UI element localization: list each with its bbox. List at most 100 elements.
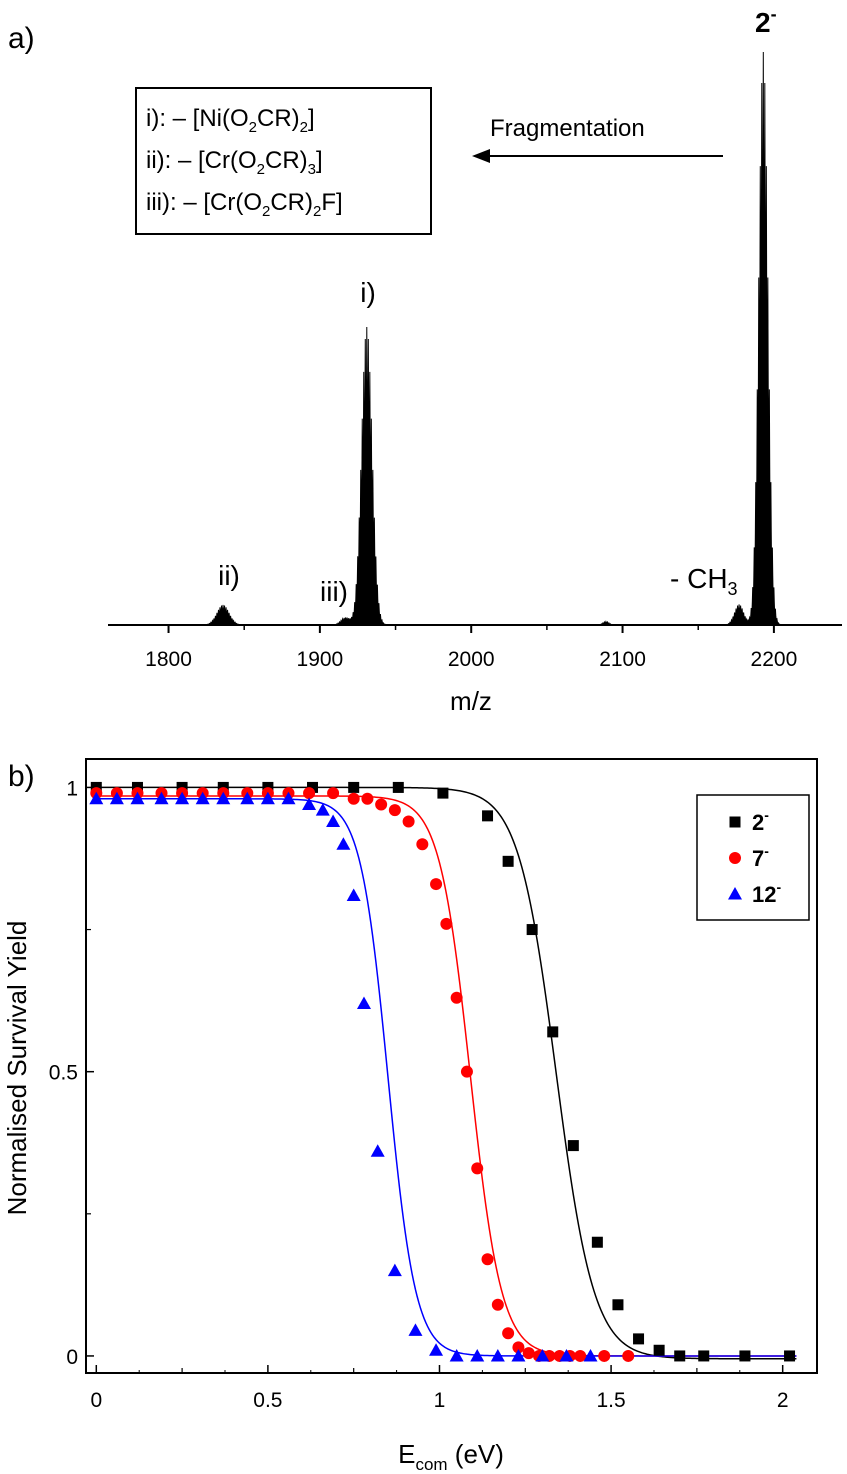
data-point-series-12: [408, 1323, 423, 1336]
data-point-series-12: [490, 1348, 505, 1362]
x-tick-label-b: 1.5: [596, 1389, 625, 1412]
fragmentation-arrowhead: [472, 149, 490, 163]
x-tick-label-a: 2000: [448, 648, 495, 671]
data-point-series-12: [336, 837, 351, 850]
legend-label-12: 12-: [752, 879, 781, 907]
fragment-legend-box: [135, 87, 432, 235]
data-point-series-2: [526, 924, 538, 936]
data-point-series-12: [356, 996, 371, 1009]
x-tick-label-a: 1800: [145, 648, 192, 671]
data-point-series-7: [502, 1327, 515, 1340]
axis-ticks-b: 0 0.5 1 1.5 2 0 0.5 1: [49, 777, 789, 1412]
data-point-series-12: [281, 791, 296, 805]
fragmentation-label: Fragmentation: [490, 115, 645, 142]
data-point-series-2: [392, 781, 404, 793]
data-point-series-12: [370, 1144, 385, 1157]
data-point-series-7: [491, 1298, 504, 1311]
data-point-series-7: [303, 787, 316, 800]
legend-marker-12: [728, 887, 742, 900]
data-point-series-12: [130, 791, 145, 805]
data-point-series-2: [784, 1350, 796, 1362]
peak-label-ii: ii): [218, 560, 240, 591]
data-point-series-7: [460, 1065, 473, 1078]
fit-curve-series-2: [96, 786, 797, 1360]
data-point-series-2: [437, 787, 449, 799]
data-point-series-2: [307, 781, 319, 793]
data-point-series-7: [416, 838, 429, 851]
data-point-series-2: [547, 1026, 559, 1038]
data-point-series-2: [482, 810, 494, 822]
y-axis-title-b: Normalised Survival Yield: [2, 921, 32, 1216]
data-point-series-12: [429, 1343, 444, 1356]
data-point-series-2: [567, 1140, 579, 1152]
data-point-series-2: [612, 1299, 624, 1311]
x-tick-label-a: 1900: [297, 648, 344, 671]
data-point-series-7: [440, 917, 453, 930]
panel-b-survival-yield: b) 0 0.5 1 1.5 2 0 0.5 1 Ecom (eV) Normalised S…: [2, 758, 818, 1474]
y-tick-label-b: 0: [66, 1346, 78, 1369]
data-point-series-2: [633, 1333, 645, 1345]
x-tick-label-a: 2100: [599, 648, 646, 671]
legend-label-2: 2-: [752, 807, 769, 835]
data-point-series-12: [535, 1348, 550, 1362]
data-point-series-2: [653, 1344, 665, 1356]
data-point-series-7: [574, 1349, 587, 1362]
data-point-series-7: [375, 798, 388, 811]
plot-frame-b: [85, 758, 818, 1374]
data-point-series-7: [388, 804, 401, 817]
data-point-series-12: [89, 791, 104, 805]
data-point-series-12: [175, 791, 190, 805]
data-point-series-7: [402, 815, 415, 828]
data-point-series-7: [598, 1349, 611, 1362]
data-point-series-12: [583, 1348, 598, 1362]
data-point-series-2: [674, 1350, 686, 1362]
x-axis-title-b: Ecom (eV): [398, 1439, 504, 1474]
x-tick-label-b: 2: [777, 1389, 789, 1412]
data-point-series-12: [302, 797, 317, 810]
fragment-line-iii: iii): – [Cr(O2CR)2F]: [146, 189, 343, 220]
data-point-series-12: [315, 803, 330, 816]
panel-b-label: b): [8, 760, 35, 793]
x-tick-label-b: 1: [434, 1389, 446, 1412]
data-point-series-12: [109, 791, 124, 805]
data-point-series-2: [348, 781, 360, 793]
legend-items: 2- 7- 12-: [728, 807, 781, 907]
x-tick-label-b: 0.5: [253, 1389, 282, 1412]
data-point-series-12: [449, 1348, 464, 1362]
fragment-line-i: i): – [Ni(O2CR)2]: [146, 105, 315, 136]
data-point-series-7: [622, 1349, 635, 1362]
x-axis-title-a: m/z: [450, 686, 492, 716]
data-point-series-7: [450, 991, 463, 1004]
data-point-series-12: [470, 1348, 485, 1362]
legend-marker-7: [729, 852, 741, 864]
fit-curves: [96, 786, 797, 1360]
peak-label-parent: 2-: [755, 4, 777, 38]
x-tick-label-a: 2200: [751, 648, 798, 671]
data-point-series-7: [522, 1347, 535, 1360]
data-point-series-7: [347, 792, 360, 805]
data-point-series-12: [240, 791, 255, 805]
x-tick-label-b: 0: [90, 1389, 102, 1412]
data-point-series-12: [216, 791, 231, 805]
fragment-line-ii: ii): – [Cr(O2CR)3]: [146, 147, 323, 178]
data-point-series-2: [591, 1236, 603, 1248]
data-point-series-12: [511, 1348, 526, 1362]
peak-label-ch3: - CH3: [670, 563, 738, 599]
data-point-series-7: [327, 787, 340, 800]
data-markers: [89, 781, 796, 1362]
data-point-series-2: [739, 1350, 751, 1362]
legend-label-7: 7-: [752, 843, 769, 871]
data-point-series-12: [260, 791, 275, 805]
fit-curve-series-7: [96, 795, 797, 1357]
panel-a-mass-spectrum: a) i): – [Ni(O2CR)2] ii): – [Cr(O2CR)3] …: [8, 4, 842, 716]
legend-marker-2: [729, 816, 741, 828]
data-point-series-12: [559, 1348, 574, 1362]
spectrum-trace: [108, 51, 842, 626]
data-point-series-12: [346, 888, 361, 901]
data-point-series-12: [387, 1263, 402, 1277]
data-point-series-12: [195, 791, 210, 805]
y-tick-label-b: 1: [66, 777, 78, 800]
data-point-series-7: [361, 792, 374, 805]
data-point-series-7: [481, 1253, 494, 1266]
peak-label-iii: iii): [320, 576, 348, 607]
